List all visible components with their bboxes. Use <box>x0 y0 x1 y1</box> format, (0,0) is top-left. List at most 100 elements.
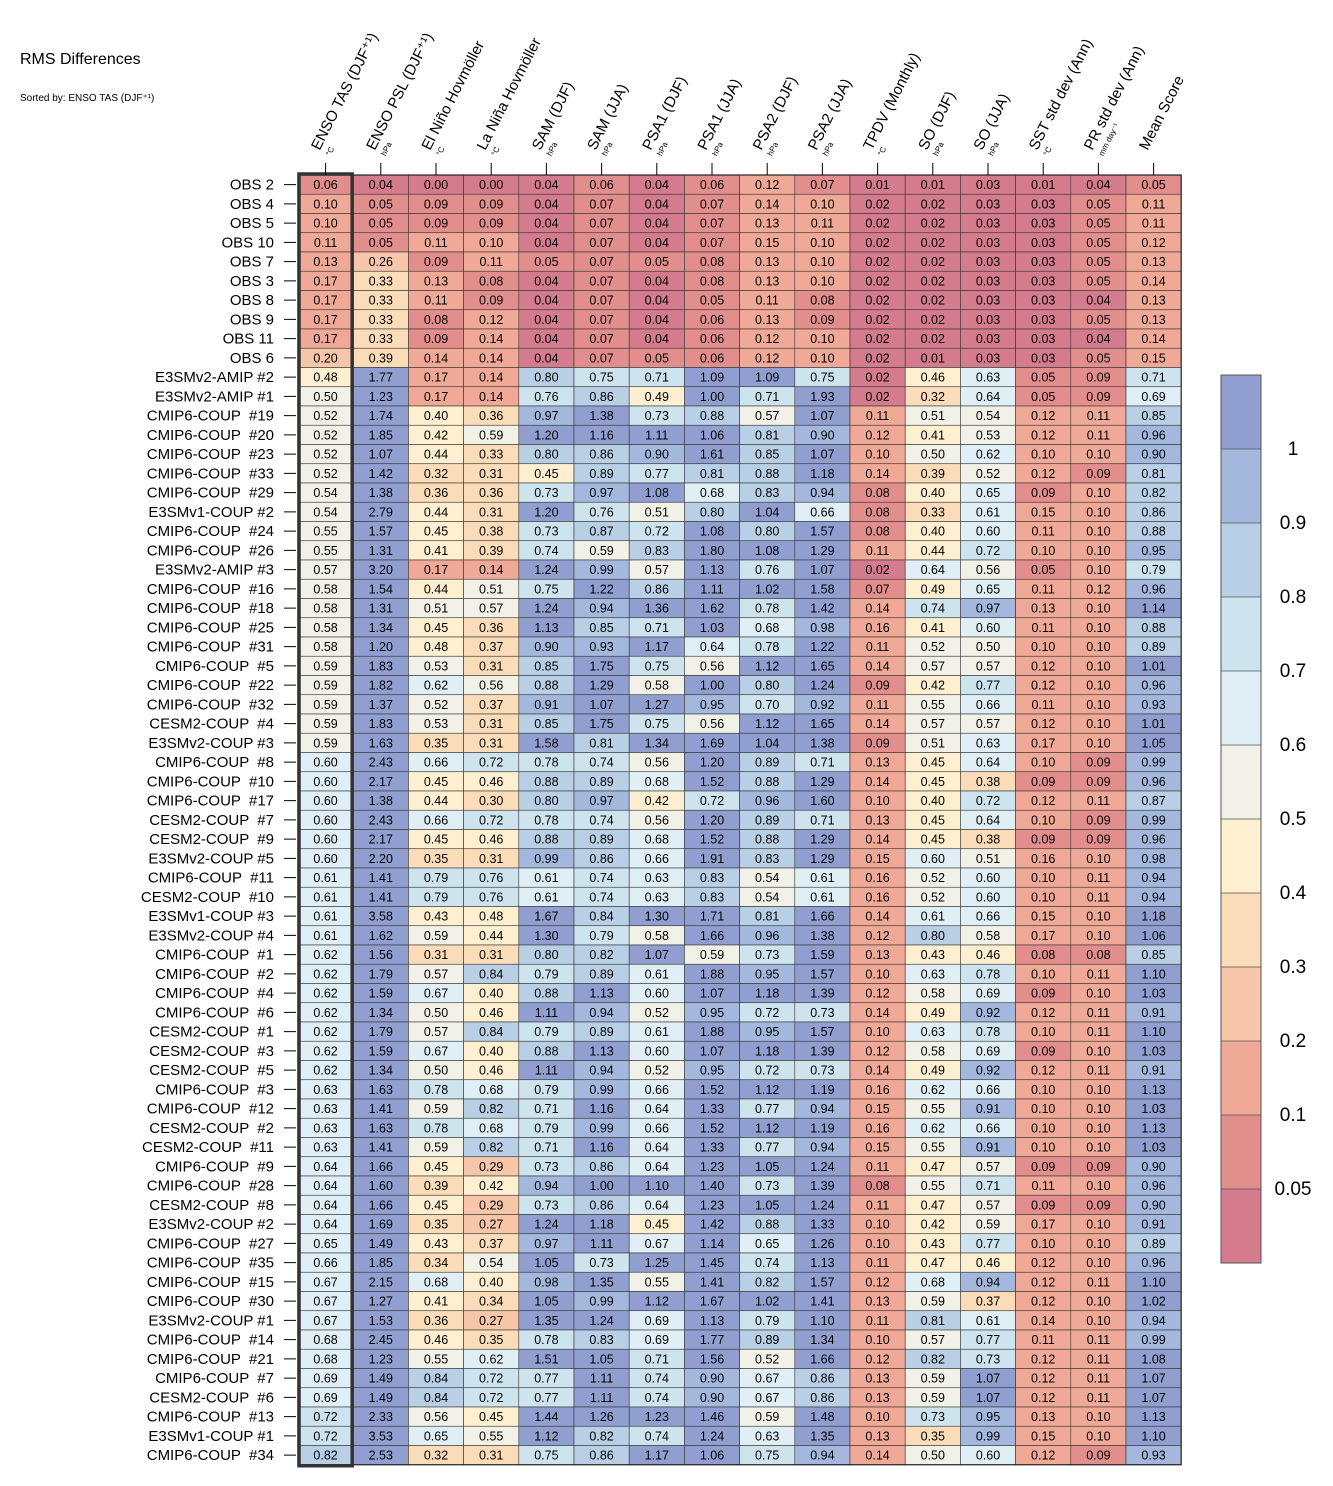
cell-value-label: 0.89 <box>589 467 613 481</box>
cell-value-label: 0.14 <box>479 351 503 365</box>
cell-value-label: 0.10 <box>865 448 889 462</box>
colorbar-segment <box>1221 375 1261 449</box>
cell-value-label: 0.94 <box>810 486 834 500</box>
cell-value-label: 0.97 <box>976 602 1000 616</box>
cell-value-label: 0.51 <box>645 505 669 519</box>
cell-value-label: 0.76 <box>479 890 503 904</box>
cell-value-label: 1.33 <box>700 1141 724 1155</box>
cell-value-label: 0.09 <box>865 736 889 750</box>
cell-value-label: 1.14 <box>700 1237 724 1251</box>
cell-value-label: 2.79 <box>369 505 393 519</box>
cell-value-label: 1.24 <box>534 602 558 616</box>
cell-value-label: 1.82 <box>369 679 393 693</box>
cell-value-label: 0.16 <box>865 1083 889 1097</box>
cell-value-label: 0.11 <box>866 1198 889 1212</box>
cell-value-label: 1.36 <box>645 602 669 616</box>
cell-value-label: 1.35 <box>589 1275 613 1289</box>
cell-value-label: 0.02 <box>865 294 889 308</box>
cell-value-label: 0.50 <box>921 1449 945 1463</box>
cell-value-label: 0.27 <box>479 1314 503 1328</box>
cell-value-label: 0.74 <box>589 756 613 770</box>
cell-value-label: 0.86 <box>589 1198 613 1212</box>
cell-value-label: 0.10 <box>1086 1410 1110 1424</box>
cell-value-label: 0.11 <box>1087 1064 1110 1078</box>
cell-value-label: 0.39 <box>424 1179 448 1193</box>
cell-value-label: 0.94 <box>810 1449 834 1463</box>
row-label: CMIP6-COUP #16 <box>147 581 274 598</box>
cell-value-label: 0.45 <box>424 1160 448 1174</box>
cell-value-label: 0.04 <box>645 313 669 327</box>
cell-value-label: 0.66 <box>645 1083 669 1097</box>
cell-value-label: 1.19 <box>810 1121 834 1135</box>
cell-value-label: 0.11 <box>1087 1025 1110 1039</box>
cell-value-label: 0.14 <box>865 602 889 616</box>
cell-value-label: 0.89 <box>589 833 613 847</box>
cell-value-label: 0.62 <box>921 1083 945 1097</box>
cell-value-label: 1.13 <box>1141 1083 1165 1097</box>
cell-value-label: 0.47 <box>921 1160 945 1174</box>
cell-value-label: 0.52 <box>645 1064 669 1078</box>
cell-value-label: 0.77 <box>534 1372 558 1386</box>
cell-value-label: 0.82 <box>1141 486 1165 500</box>
cell-value-label: 0.68 <box>479 1083 503 1097</box>
cell-value-label: 0.73 <box>534 1198 558 1212</box>
cell-value-label: 1.18 <box>1141 910 1165 924</box>
cell-value-label: 1.11 <box>535 1064 558 1078</box>
cell-value-label: 0.71 <box>534 1141 558 1155</box>
column-unit: °C <box>876 145 888 157</box>
cell-value-label: 0.97 <box>534 1237 558 1251</box>
cell-value-label: 0.88 <box>534 987 558 1001</box>
cell-value-label: 0.53 <box>976 428 1000 442</box>
cell-value-label: 0.11 <box>1087 428 1110 442</box>
row-label: CMIP6-COUP #28 <box>147 1178 274 1195</box>
cell-value-label: 0.12 <box>1031 794 1055 808</box>
cell-value-label: 0.12 <box>1031 1256 1055 1270</box>
cell-value-label: 1.79 <box>369 1025 393 1039</box>
cell-value-label: 0.98 <box>1141 852 1165 866</box>
row-label: CMIP6-COUP #29 <box>147 485 274 502</box>
cell-value-label: 0.32 <box>921 390 945 404</box>
cell-value-label: 0.02 <box>865 390 889 404</box>
row-label: CMIP6-COUP #12 <box>147 1101 274 1118</box>
cell-value-label: 1.57 <box>810 1025 834 1039</box>
cell-value-label: 0.94 <box>810 1102 834 1116</box>
cell-value-label: 0.32 <box>424 467 448 481</box>
cell-value-label: 0.10 <box>865 794 889 808</box>
cell-value-label: 0.57 <box>976 717 1000 731</box>
cell-value-label: 0.08 <box>700 255 724 269</box>
cell-value-label: 0.92 <box>976 1006 1000 1020</box>
cell-value-label: 1.59 <box>810 948 834 962</box>
cell-value-label: 0.56 <box>424 1410 448 1424</box>
cell-value-label: 0.81 <box>755 910 779 924</box>
cell-value-label: 0.31 <box>479 505 503 519</box>
cell-value-label: 0.30 <box>479 794 503 808</box>
cell-value-label: 0.13 <box>1031 602 1055 616</box>
cell-value-label: 0.99 <box>1141 1333 1165 1347</box>
cell-value-label: 0.07 <box>700 197 724 211</box>
cell-value-label: 0.09 <box>424 255 448 269</box>
cell-value-label: 0.99 <box>1141 756 1165 770</box>
cell-value-label: 0.57 <box>921 717 945 731</box>
cell-value-label: 0.13 <box>1141 294 1165 308</box>
cell-value-label: 0.36 <box>479 409 503 423</box>
cell-value-label: 0.49 <box>921 1064 945 1078</box>
cell-value-label: 0.10 <box>1031 890 1055 904</box>
cell-value-label: 0.44 <box>424 582 448 596</box>
cell-value-label: 1.57 <box>810 1275 834 1289</box>
cell-value-label: 1.24 <box>810 1160 834 1174</box>
cell-value-label: 0.35 <box>921 1429 945 1443</box>
cell-value-label: 0.45 <box>921 813 945 827</box>
cell-value-label: 0.10 <box>1031 871 1055 885</box>
cell-value-label: 0.11 <box>866 1160 889 1174</box>
cell-value-label: 0.61 <box>810 871 834 885</box>
cell-value-label: 0.42 <box>645 794 669 808</box>
cell-value-label: 0.60 <box>313 775 337 789</box>
cell-value-label: 0.55 <box>921 1102 945 1116</box>
cell-value-label: 0.44 <box>921 544 945 558</box>
cell-value-label: 0.39 <box>479 544 503 558</box>
cell-value-label: 0.10 <box>865 1410 889 1424</box>
row-label: CMIP6-COUP #5 <box>155 658 274 675</box>
cell-value-label: 0.69 <box>1141 390 1165 404</box>
cell-value-label: 0.10 <box>1086 505 1110 519</box>
cell-value-label: 0.11 <box>1031 1179 1054 1193</box>
